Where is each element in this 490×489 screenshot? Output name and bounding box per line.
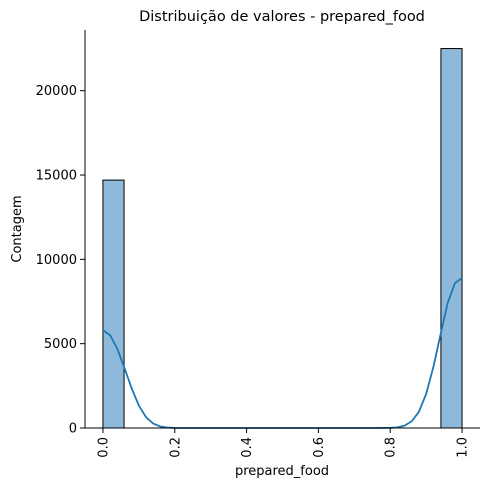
y-axis-label: Contagem xyxy=(10,195,25,262)
x-tick-label: 0.0 xyxy=(96,437,111,458)
x-tick-label: 0.6 xyxy=(312,437,327,458)
y-ticks-group: 0 5000 10000 15000 20000 xyxy=(36,84,85,437)
x-tick-label: 0.4 xyxy=(240,437,255,458)
x-tick-label: 1.0 xyxy=(456,437,471,458)
x-tick-label: 0.8 xyxy=(384,437,399,458)
x-ticks-group: 0.0 0.2 0.4 0.6 0.8 1.0 xyxy=(96,428,471,458)
y-tick-label: 10000 xyxy=(36,253,77,268)
x-tick-label: 0.2 xyxy=(168,437,183,458)
chart-title: Distribuição de valores - prepared_food xyxy=(139,9,425,25)
kde-line xyxy=(102,277,463,429)
histogram-bar-0 xyxy=(102,179,125,429)
x-axis-label: prepared_food xyxy=(235,464,329,479)
bars-group xyxy=(102,48,463,429)
y-tick-label: 15000 xyxy=(36,169,77,184)
y-tick-label: 5000 xyxy=(44,337,77,352)
y-tick-label: 0 xyxy=(69,422,77,437)
histogram-bar-1 xyxy=(440,48,463,429)
y-tick-label: 20000 xyxy=(36,84,77,99)
